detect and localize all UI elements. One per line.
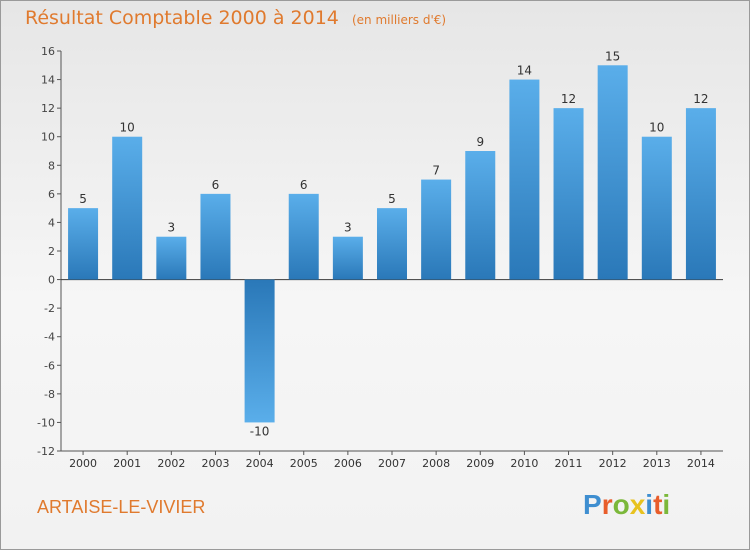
logo-letter: i bbox=[662, 489, 671, 520]
y-tick-label: 16 bbox=[41, 45, 55, 58]
bar-2002 bbox=[156, 236, 187, 280]
y-tick-label: -8 bbox=[44, 388, 55, 401]
x-tick-label: 2006 bbox=[334, 457, 362, 470]
bar-value-label: 6 bbox=[212, 178, 220, 192]
y-tick-label: 2 bbox=[48, 245, 55, 258]
bar-2005 bbox=[288, 193, 319, 280]
bar-value-label: 5 bbox=[388, 192, 396, 206]
logo-letter: r bbox=[601, 489, 613, 520]
x-tick-label: 2007 bbox=[378, 457, 406, 470]
y-tick-label: -12 bbox=[37, 445, 55, 458]
x-tick-label: 2005 bbox=[290, 457, 318, 470]
bar-2007 bbox=[377, 208, 407, 280]
bar-value-label: 14 bbox=[517, 64, 532, 78]
bar-2000 bbox=[68, 208, 99, 280]
bar-2009 bbox=[465, 151, 496, 280]
y-tick-label: 8 bbox=[48, 159, 55, 172]
bar-2013 bbox=[641, 136, 672, 280]
proxiti-logo[interactable]: Proxiti bbox=[583, 489, 670, 521]
chart-title-unit: (en milliers d'€) bbox=[351, 13, 447, 27]
bar-value-label: 10 bbox=[649, 121, 664, 135]
bar-2006 bbox=[332, 236, 363, 280]
x-tick-label: 2014 bbox=[687, 457, 715, 470]
logo-letter: P bbox=[583, 489, 602, 520]
y-tick-label: 14 bbox=[41, 74, 55, 87]
bar-2014 bbox=[685, 108, 716, 280]
bar-2012 bbox=[597, 65, 628, 280]
bar-value-label: 3 bbox=[168, 221, 176, 235]
x-tick-label: 2011 bbox=[555, 457, 583, 470]
x-tick-label: 2008 bbox=[422, 457, 450, 470]
bar-value-label: 12 bbox=[561, 92, 576, 106]
bar-value-label: 7 bbox=[432, 164, 440, 178]
bar-value-label: 9 bbox=[476, 135, 484, 149]
x-tick-label: 2000 bbox=[69, 457, 97, 470]
y-tick-label: 4 bbox=[48, 216, 55, 229]
bar-value-label: 5 bbox=[79, 192, 87, 206]
x-tick-label: 2004 bbox=[246, 457, 274, 470]
logo-letter: x bbox=[629, 489, 646, 520]
y-axis: -12 -10 -8 -6 -4 -2 0 2 4 6 8 10 12 14 16 bbox=[37, 45, 62, 458]
bar-2010 bbox=[509, 79, 540, 280]
bar-value-label: 6 bbox=[300, 178, 308, 192]
bar-value-label: -10 bbox=[250, 424, 270, 438]
x-tick-label: 2002 bbox=[157, 457, 185, 470]
bar-2001 bbox=[112, 136, 143, 280]
y-tick-label: 10 bbox=[41, 131, 55, 144]
x-tick-label: 2012 bbox=[599, 457, 627, 470]
x-tick-label: 2010 bbox=[510, 457, 538, 470]
y-tick-label: -6 bbox=[44, 359, 55, 372]
y-tick-label: 12 bbox=[41, 102, 55, 115]
x-tick-label: 2013 bbox=[643, 457, 671, 470]
bar-value-label: 10 bbox=[120, 121, 135, 135]
bar-value-label: 15 bbox=[605, 49, 620, 63]
data-labels: 5 10 3 6 -10 6 3 5 7 9 14 12 15 10 12 bbox=[79, 49, 708, 438]
bar-2004 bbox=[244, 279, 275, 423]
y-tick-label: 0 bbox=[48, 274, 55, 287]
place-name: ARTAISE-LE-VIVIER bbox=[37, 497, 206, 517]
x-tick-label: 2001 bbox=[113, 457, 141, 470]
bar-2008 bbox=[421, 179, 452, 280]
y-tick-label: -2 bbox=[44, 302, 55, 315]
x-tick-label: 2003 bbox=[201, 457, 229, 470]
bar-value-label: 12 bbox=[693, 92, 708, 106]
chart-title: Résultat Comptable 2000 à 2014 (en milli… bbox=[25, 7, 446, 29]
logo-letter: t bbox=[653, 489, 663, 520]
logo-letter: i bbox=[645, 489, 654, 520]
y-tick-label: -4 bbox=[44, 331, 55, 344]
logo-letter: o bbox=[612, 489, 630, 520]
bar-2003 bbox=[200, 193, 231, 280]
chart-title-main: Résultat Comptable 2000 à 2014 bbox=[25, 7, 339, 29]
bar-2011 bbox=[553, 108, 584, 280]
y-tick-label: -10 bbox=[37, 416, 55, 429]
bar-value-label: 3 bbox=[344, 221, 352, 235]
x-axis: 2000 2001 2002 2003 2004 2005 2006 2007 2008 2009… bbox=[61, 279, 723, 470]
y-tick-label: 6 bbox=[48, 188, 55, 201]
bars bbox=[68, 65, 716, 423]
x-tick-label: 2009 bbox=[466, 457, 494, 470]
